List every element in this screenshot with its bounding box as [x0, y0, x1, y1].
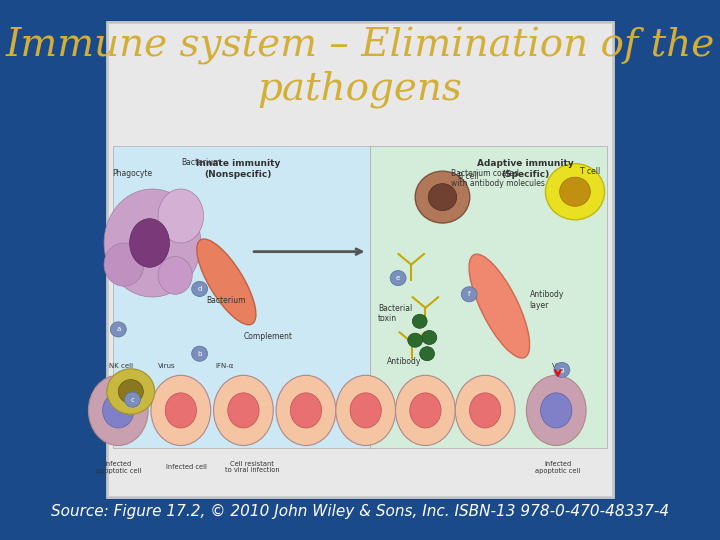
Circle shape [408, 333, 423, 347]
FancyBboxPatch shape [370, 146, 608, 448]
Text: g: g [559, 367, 564, 373]
Text: Bacterium: Bacterium [207, 296, 246, 305]
Circle shape [413, 314, 427, 328]
Ellipse shape [469, 393, 501, 428]
FancyBboxPatch shape [107, 22, 613, 497]
Ellipse shape [104, 189, 201, 297]
Ellipse shape [104, 243, 144, 286]
Text: T cell: T cell [580, 167, 600, 176]
Text: Bacterial
toxin: Bacterial toxin [378, 304, 413, 323]
Text: Antibody: Antibody [387, 357, 421, 367]
Text: Cell resistant
to viral infection: Cell resistant to viral infection [225, 461, 279, 474]
Text: pathogens: pathogens [258, 70, 462, 108]
Circle shape [390, 271, 406, 286]
Text: Innate immunity
(Nonspecific): Innate immunity (Nonspecific) [196, 159, 280, 179]
Text: Immune system – Elimination of the: Immune system – Elimination of the [5, 27, 715, 65]
Text: Virus: Virus [158, 363, 176, 369]
Ellipse shape [103, 393, 134, 428]
Ellipse shape [410, 393, 441, 428]
Circle shape [192, 346, 207, 361]
Circle shape [462, 287, 477, 302]
Text: NK cell: NK cell [109, 363, 132, 369]
Circle shape [125, 392, 140, 407]
Circle shape [420, 347, 434, 361]
Circle shape [422, 330, 437, 345]
Circle shape [554, 362, 570, 377]
Ellipse shape [469, 254, 530, 358]
Text: e: e [396, 275, 400, 281]
Circle shape [415, 171, 469, 223]
Circle shape [107, 369, 155, 414]
Text: IFN-α: IFN-α [215, 363, 233, 369]
Text: Phagocyte: Phagocyte [112, 168, 153, 178]
Text: f: f [468, 291, 470, 298]
Ellipse shape [214, 375, 274, 445]
Ellipse shape [197, 239, 256, 325]
Circle shape [546, 164, 605, 220]
Ellipse shape [228, 393, 259, 428]
Ellipse shape [290, 393, 322, 428]
Text: Antibody
layer: Antibody layer [529, 291, 564, 310]
Ellipse shape [276, 375, 336, 445]
Ellipse shape [336, 375, 395, 445]
Text: Infected
apoptotic cell: Infected apoptotic cell [535, 461, 580, 474]
Ellipse shape [526, 375, 586, 445]
Text: d: d [197, 286, 202, 292]
Ellipse shape [158, 189, 204, 243]
Text: c: c [130, 396, 135, 403]
Text: Source: Figure 17.2, © 2010 John Wiley & Sons, Inc. ISBN-13 978-0-470-48337-4: Source: Figure 17.2, © 2010 John Wiley &… [51, 504, 669, 519]
Ellipse shape [158, 256, 192, 294]
Text: Infected
apoptotic cell: Infected apoptotic cell [96, 461, 141, 474]
Text: b: b [197, 350, 202, 357]
Circle shape [559, 177, 590, 206]
Circle shape [428, 184, 456, 211]
Circle shape [192, 281, 207, 296]
Text: Bacterium coated
with antibody molecules: Bacterium coated with antibody molecules [451, 169, 545, 188]
Ellipse shape [395, 375, 455, 445]
Ellipse shape [350, 393, 382, 428]
Text: Infected cell: Infected cell [166, 464, 207, 470]
FancyBboxPatch shape [112, 146, 370, 448]
Text: Bacterium: Bacterium [181, 158, 220, 167]
Text: Complement: Complement [243, 332, 292, 341]
Ellipse shape [89, 375, 148, 445]
Ellipse shape [541, 393, 572, 428]
Ellipse shape [130, 219, 169, 267]
Text: Virus: Virus [552, 363, 570, 369]
Ellipse shape [151, 375, 211, 445]
Circle shape [118, 380, 143, 403]
Text: Adaptive immunity
(Specific): Adaptive immunity (Specific) [477, 159, 573, 179]
Circle shape [110, 322, 126, 337]
Ellipse shape [165, 393, 197, 428]
Text: B cell: B cell [458, 172, 479, 181]
Ellipse shape [455, 375, 515, 445]
Text: a: a [116, 326, 120, 333]
